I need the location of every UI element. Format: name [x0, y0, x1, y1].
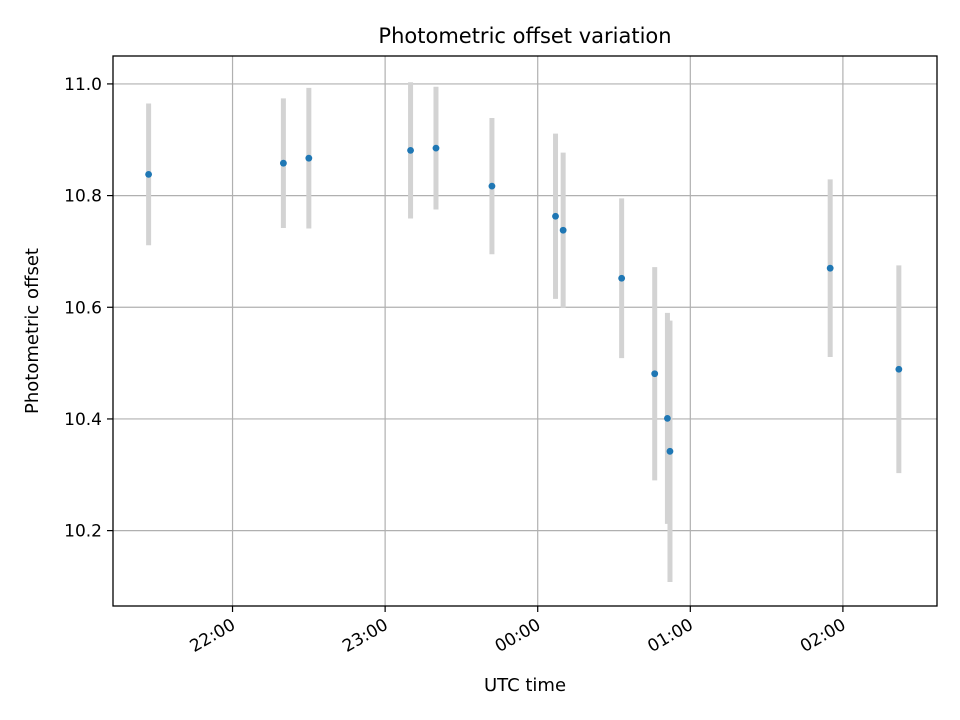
plot-frame — [112, 55, 938, 607]
data-point — [305, 154, 313, 162]
x-tick-label: 02:00 — [797, 615, 849, 657]
x-tick-label: 23:00 — [339, 615, 391, 657]
y-tick-label: 10.6 — [64, 298, 102, 318]
data-point — [895, 365, 903, 373]
data-point — [552, 212, 559, 220]
y-tick-label: 10.2 — [64, 522, 102, 542]
x-tick-label: 00:00 — [492, 615, 544, 657]
data-point — [279, 159, 287, 167]
data-point — [651, 370, 659, 378]
x-tick-label: 01:00 — [644, 615, 696, 657]
data-point — [559, 226, 567, 234]
chart-title: Photometric offset variation — [378, 24, 671, 48]
x-axis-label: UTC time — [484, 675, 566, 696]
y-tick-label: 10.4 — [64, 410, 102, 430]
y-axis-label: Photometric offset — [22, 248, 43, 414]
y-tick-label: 10.8 — [64, 187, 102, 207]
grid — [113, 56, 937, 606]
x-tick-label: 22:00 — [187, 615, 239, 657]
data-points — [145, 144, 903, 455]
data-point — [666, 447, 674, 455]
data-point — [407, 146, 414, 154]
data-point — [488, 182, 496, 190]
data-point — [618, 274, 626, 282]
data-point — [664, 414, 671, 422]
data-point — [826, 264, 834, 272]
y-tick-label: 11.0 — [64, 75, 102, 95]
data-point — [432, 144, 440, 152]
x-axis: 22:00 23:00 00:00 01:00 02:00 — [187, 606, 849, 657]
error-bars — [146, 82, 902, 582]
data-point — [145, 170, 153, 178]
y-axis: 10.2 10.4 10.6 10.8 11.0 — [64, 75, 113, 542]
